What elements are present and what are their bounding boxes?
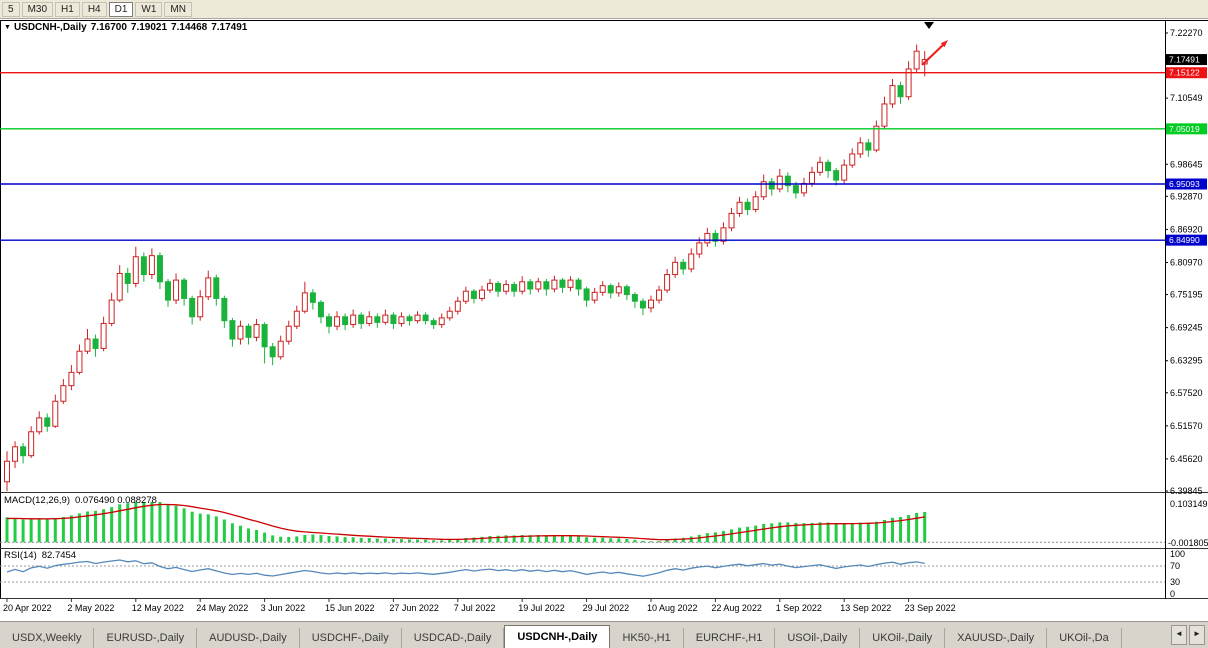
svg-text:6.92870: 6.92870	[1170, 191, 1203, 201]
timeframe-button-m30[interactable]: M30	[21, 1, 54, 17]
macd-header: MACD(12,26,9) 0.076490 0.088278	[4, 495, 162, 506]
hline-price-label-6.84990	[1166, 234, 1207, 246]
svg-text:23 Sep 2022: 23 Sep 2022	[905, 603, 956, 613]
tab-audusd-daily[interactable]: AUDUSD-,Daily	[197, 628, 300, 648]
macd-signal-line	[6, 503, 925, 541]
rsi-label: RSI(14)	[4, 550, 37, 561]
svg-text:6.51570: 6.51570	[1170, 421, 1203, 431]
svg-text:6.63295: 6.63295	[1170, 356, 1203, 366]
svg-text:7.17491: 7.17491	[1169, 55, 1200, 65]
svg-text:6.98645: 6.98645	[1170, 159, 1203, 169]
svg-text:29 Jul 2022: 29 Jul 2022	[583, 603, 630, 613]
symbol-tabbar: USDX,Weekly EURUSD-,Daily AUDUSD-,Daily USD…	[0, 621, 1208, 648]
current-price-label	[1166, 54, 1207, 66]
macd-label: MACD(12,26,9)	[4, 495, 70, 506]
svg-text:30: 30	[1170, 577, 1180, 587]
svg-text:13 Sep 2022: 13 Sep 2022	[840, 603, 891, 613]
symbol-tabbar-tabs: USDX,Weekly EURUSD-,Daily AUDUSD-,Daily USD…	[0, 625, 1168, 648]
tab-ukoil-daily[interactable]: UKOil-,Daily	[860, 628, 946, 648]
chart-title: ▼ USDCNH-,Daily 7.16700 7.19021 7.14468 7.174…	[4, 22, 251, 33]
ohlc-open: 7.16700	[90, 22, 127, 33]
macd-values: 0.076490 0.088278	[75, 495, 157, 506]
svg-text:2 May 2022: 2 May 2022	[67, 603, 114, 613]
tabbar-scroll-right-button[interactable]: ►	[1189, 625, 1205, 645]
svg-text:24 May 2022: 24 May 2022	[196, 603, 248, 613]
down-marker-annotation[interactable]	[924, 22, 934, 29]
svg-text:6.69245: 6.69245	[1170, 323, 1203, 333]
hline-price-label-7.15122	[1166, 67, 1207, 79]
svg-text:100: 100	[1170, 549, 1185, 559]
price-axis: 7.22270 7.10549 6.98645 6.92870 6.86920 6.809…	[1165, 28, 1207, 496]
trend-arrow-head	[940, 40, 948, 48]
ohlc-close: 7.17491	[211, 22, 248, 33]
trend-arrow-annotation[interactable]	[921, 43, 945, 66]
svg-text:12 May 2022: 12 May 2022	[132, 603, 184, 613]
timeframe-button-5[interactable]: 5	[2, 1, 20, 17]
timeframe-toolbar: 5 M30 H1 H4 D1 W1 MN	[0, 0, 1208, 19]
date-axis: 20 Apr 2022 2 May 2022 12 May 2022 24 May 2…	[3, 598, 956, 613]
svg-text:6.95093: 6.95093	[1169, 179, 1200, 189]
svg-text:7.10549: 7.10549	[1170, 93, 1203, 103]
chart-symbol: USDCNH-,Daily	[13, 22, 87, 33]
timeframe-button-w1[interactable]: W1	[135, 1, 163, 17]
svg-text:6.45620: 6.45620	[1170, 454, 1203, 464]
svg-text:7.05019: 7.05019	[1169, 124, 1200, 134]
annotations	[921, 22, 948, 66]
svg-text:15 Jun 2022: 15 Jun 2022	[325, 603, 375, 613]
ohlc-high: 7.19021	[130, 22, 168, 33]
rsi-line	[6, 559, 925, 577]
tabbar-scroll-arrows: ◄ ►	[1168, 625, 1208, 648]
svg-text:6.86920: 6.86920	[1170, 224, 1203, 234]
rsi-header: RSI(14) 82.7454	[4, 550, 81, 561]
tab-xauusd-daily[interactable]: XAUUSD-,Daily	[945, 628, 1048, 648]
svg-text:7.15122: 7.15122	[1169, 68, 1200, 78]
svg-text:10 Aug 2022: 10 Aug 2022	[647, 603, 698, 613]
tab-hk50-h1[interactable]: HK50-,H1	[610, 628, 684, 648]
svg-text:19 Jul 2022: 19 Jul 2022	[518, 603, 565, 613]
tabbar-scroll-left-button[interactable]: ◄	[1171, 625, 1187, 645]
svg-text:6.75195: 6.75195	[1170, 290, 1203, 300]
tab-usoil-daily[interactable]: USOil-,Daily	[775, 628, 861, 648]
tab-usdchf-daily[interactable]: USDCHF-,Daily	[299, 628, 402, 648]
tab-usdcnh-daily[interactable]: USDCNH-,Daily	[504, 625, 611, 648]
svg-text:6.84990: 6.84990	[1169, 235, 1200, 245]
ohlc-low: 7.14468	[171, 22, 208, 33]
svg-text:7.22270: 7.22270	[1170, 28, 1203, 38]
tab-eurchf-h1[interactable]: EURCHF-,H1	[683, 628, 776, 648]
svg-text:0.103149: 0.103149	[1170, 499, 1208, 509]
hline-price-label-6.95093	[1166, 178, 1207, 190]
timeframe-button-mn[interactable]: MN	[164, 1, 192, 17]
svg-text:3 Jun 2022: 3 Jun 2022	[261, 603, 306, 613]
timeframe-button-d1[interactable]: D1	[108, 1, 134, 17]
tab-ukoil-da[interactable]: UKOil-,Da	[1047, 628, 1122, 648]
svg-text:6.57520: 6.57520	[1170, 388, 1203, 398]
svg-text:1 Sep 2022: 1 Sep 2022	[776, 603, 822, 613]
svg-text:27 Jun 2022: 27 Jun 2022	[389, 603, 439, 613]
hline-price-label-7.05019	[1166, 123, 1207, 135]
candles	[4, 44, 928, 492]
tab-usdcad-daily[interactable]: USDCAD-,Daily	[401, 628, 505, 648]
svg-text:0: 0	[1170, 589, 1175, 599]
rsi-panel: 100 70 30 0	[0, 549, 1185, 599]
timeframe-button-h1[interactable]: H1	[55, 1, 80, 17]
svg-text:20 Apr 2022: 20 Apr 2022	[3, 603, 52, 613]
tab-usdx-weekly[interactable]: USDX,Weekly	[0, 628, 95, 648]
svg-text:-0.001805: -0.001805	[1168, 538, 1208, 548]
panel-borders	[0, 20, 1208, 599]
svg-text:22 Aug 2022: 22 Aug 2022	[711, 603, 762, 613]
svg-text:7 Jul 2022: 7 Jul 2022	[454, 603, 496, 613]
svg-text:6.80970: 6.80970	[1170, 257, 1203, 267]
macd-panel: 0.103149 -0.001805	[0, 499, 1208, 548]
svg-text:70: 70	[1170, 561, 1180, 571]
symbol-dropdown-icon[interactable]: ▼	[4, 24, 11, 31]
price-chart-svg[interactable]: 7.22270 7.10549 6.98645 6.92870 6.86920 6.809…	[0, 19, 1208, 621]
rsi-value: 82.7454	[41, 550, 77, 561]
horizontal-lines	[0, 72, 1165, 241]
svg-text:6.39845: 6.39845	[1170, 486, 1203, 496]
timeframe-button-h4[interactable]: H4	[81, 1, 107, 17]
tab-eurusd-daily[interactable]: EURUSD-,Daily	[94, 628, 198, 648]
